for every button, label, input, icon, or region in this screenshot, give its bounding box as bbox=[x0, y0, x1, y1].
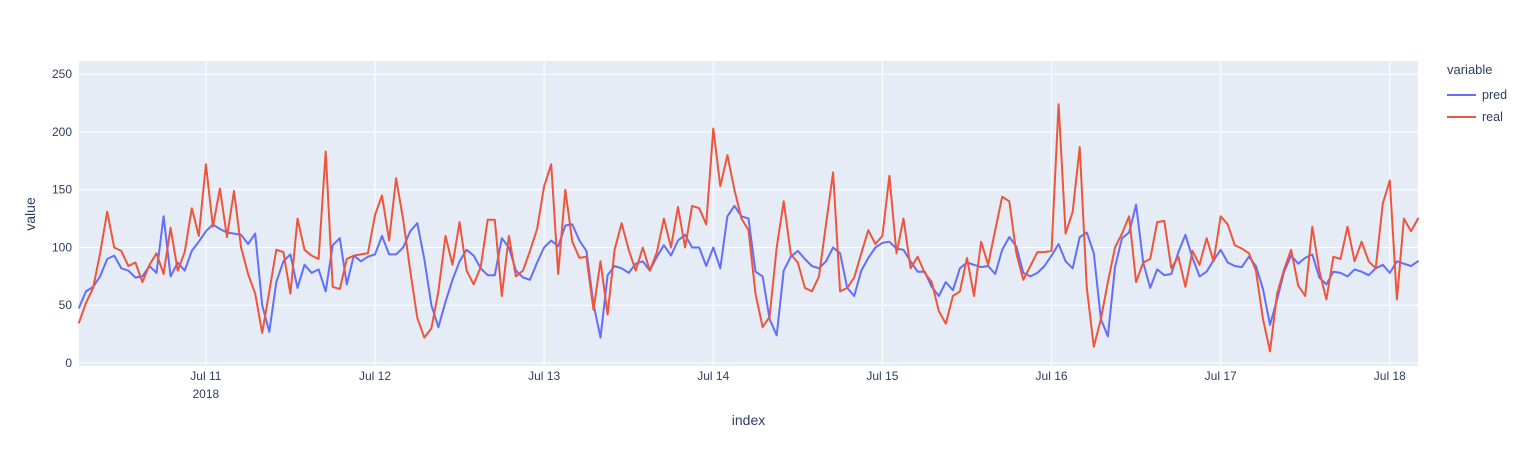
plot-background bbox=[79, 61, 1418, 366]
real-series-line bbox=[78, 103, 1419, 353]
legend-item-label: real bbox=[1482, 110, 1503, 124]
pred-line-swatch bbox=[1447, 94, 1476, 96]
x-tick-label: Jul 13 bbox=[528, 369, 560, 383]
x-tick-label: Jul 16 bbox=[1036, 369, 1068, 383]
legend-item-real[interactable]: real bbox=[1447, 106, 1507, 128]
legend-item-label: pred bbox=[1482, 88, 1508, 102]
y-tick-label: 250 bbox=[52, 67, 72, 81]
x-tick-label: Jul 11 bbox=[190, 369, 221, 383]
pred-series-line bbox=[78, 203, 1419, 339]
real-line-swatch bbox=[1447, 116, 1476, 118]
y-axis-title: value bbox=[22, 197, 38, 231]
legend-item-pred[interactable]: pred bbox=[1447, 84, 1507, 106]
x-tick-label: Jul 15 bbox=[866, 369, 898, 383]
x-tick-label: Jul 14 bbox=[697, 369, 729, 383]
x-tick-year-label: 2018 bbox=[193, 387, 220, 401]
y-tick-label: 0 bbox=[65, 356, 72, 370]
y-tick-label: 200 bbox=[52, 125, 72, 139]
x-tick-label: Jul 18 bbox=[1374, 369, 1406, 383]
x-tick-label: Jul 12 bbox=[359, 369, 391, 383]
x-tick-label: Jul 17 bbox=[1205, 369, 1237, 383]
y-tick-label: 150 bbox=[52, 183, 72, 197]
y-tick-label: 100 bbox=[52, 240, 72, 254]
y-tick-label: 50 bbox=[59, 298, 73, 312]
legend-title: variable bbox=[1447, 62, 1493, 77]
legend: variable pred real bbox=[1447, 62, 1507, 128]
x-axis-title: index bbox=[731, 412, 766, 428]
